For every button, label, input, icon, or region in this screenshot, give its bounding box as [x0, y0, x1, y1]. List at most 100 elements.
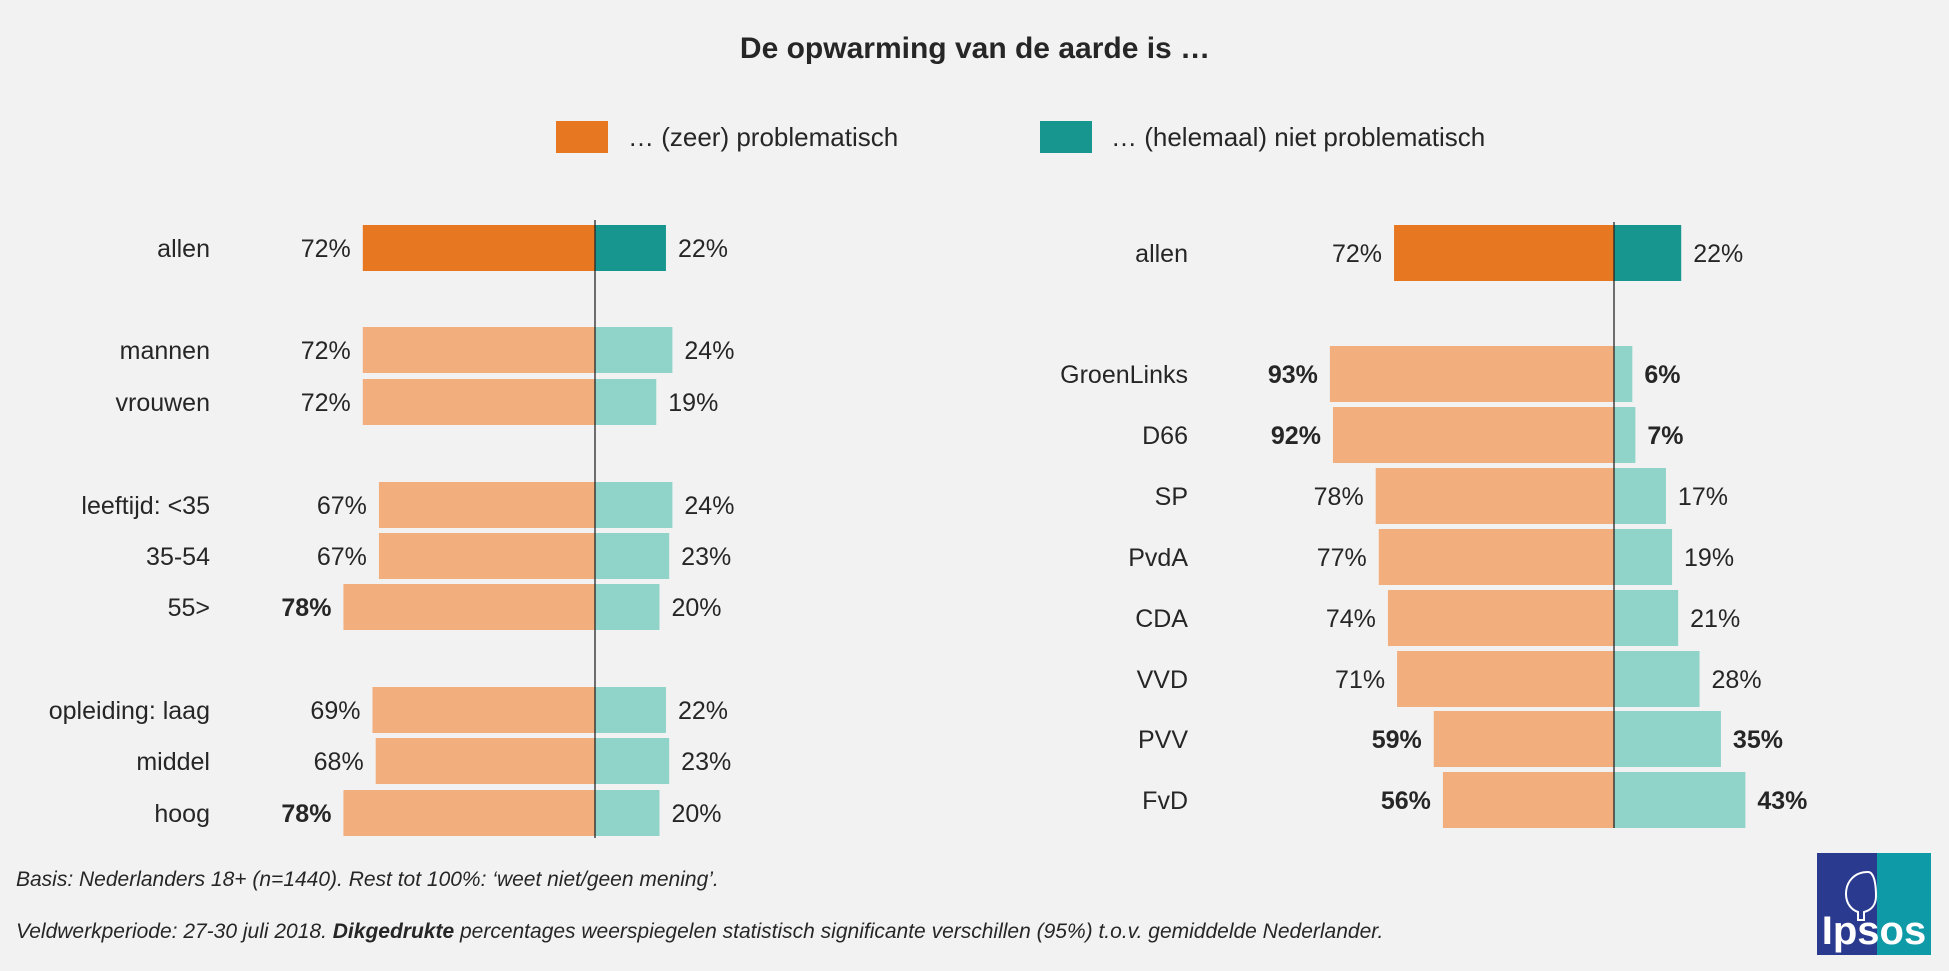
value-problematisch-opleiding-laag: 69%	[310, 697, 360, 725]
category-label-fvd: FvD	[1142, 787, 1188, 815]
bar-problematisch-pvda	[1378, 529, 1614, 585]
value-niet-problematisch-35-54: 23%	[681, 543, 731, 571]
value-problematisch-leeftijd-35: 67%	[317, 492, 367, 520]
bar-niet-problematisch-middel	[595, 738, 670, 784]
category-label-35-54: 35-54	[146, 543, 210, 571]
category-label-vrouwen: vrouwen	[116, 389, 211, 417]
category-label-pvv: PVV	[1138, 726, 1188, 754]
category-label-hoog: hoog	[154, 800, 210, 828]
bar-niet-problematisch-pvv	[1614, 711, 1721, 767]
bar-niet-problematisch-vvd	[1614, 651, 1700, 707]
bar-problematisch-middel	[375, 738, 595, 784]
value-problematisch-cda: 74%	[1326, 605, 1376, 633]
value-niet-problematisch-opleiding-laag: 22%	[678, 697, 728, 725]
footnote-veldwerk-bold: Dikgedrukte	[333, 920, 455, 943]
bar-niet-problematisch-fvd	[1614, 772, 1746, 828]
panel-partij: allen 72% 22% GroenLinks 93% 6% D66 92% 7% SP 78% 1…	[1060, 222, 1807, 828]
value-niet-problematisch-pvv: 35%	[1733, 726, 1783, 754]
value-niet-problematisch-fvd: 43%	[1757, 787, 1807, 815]
bar-problematisch-d66	[1332, 407, 1614, 463]
value-problematisch-vvd: 71%	[1335, 666, 1385, 694]
category-label-d66: D66	[1142, 422, 1188, 450]
bar-niet-problematisch-groenlinks	[1614, 346, 1633, 402]
value-problematisch-middel: 68%	[314, 748, 364, 776]
logo-text: Ipsos	[1822, 909, 1926, 953]
value-niet-problematisch-55: 20%	[672, 594, 722, 622]
value-niet-problematisch-mannen: 24%	[684, 337, 734, 365]
value-niet-problematisch-vrouwen: 19%	[668, 389, 718, 417]
bar-problematisch-sp	[1375, 468, 1614, 524]
category-label-opleiding-laag: opleiding: laag	[49, 697, 210, 725]
bar-problematisch-allen	[362, 225, 595, 271]
legend: … (zeer) problematisch … (helemaal) niet…	[556, 121, 1485, 153]
logo-head-icon	[1844, 870, 1878, 921]
chart-title: De opwarming van de aarde is …	[740, 32, 1210, 65]
bar-niet-problematisch-35-54	[595, 533, 670, 579]
bar-niet-problematisch-55	[595, 584, 660, 630]
value-problematisch-vrouwen: 72%	[301, 389, 351, 417]
footnote-veldwerk-post: percentages weerspiegelen statistisch si…	[454, 920, 1383, 943]
ipsos-logo: Ipsos	[1817, 853, 1931, 955]
category-label-pvda: PvdA	[1128, 544, 1188, 572]
value-problematisch-d66: 92%	[1271, 422, 1321, 450]
value-problematisch-pvv: 59%	[1372, 726, 1422, 754]
bar-niet-problematisch-mannen	[595, 327, 673, 373]
footnote-basis: Basis: Nederlanders 18+ (n=1440). Rest t…	[16, 868, 719, 891]
value-problematisch-mannen: 72%	[301, 337, 351, 365]
bar-niet-problematisch-allen	[1614, 225, 1682, 281]
value-niet-problematisch-sp: 17%	[1678, 483, 1728, 511]
value-niet-problematisch-middel: 23%	[681, 748, 731, 776]
bar-niet-problematisch-hoog	[595, 790, 660, 836]
value-problematisch-55: 78%	[281, 594, 331, 622]
bar-problematisch-mannen	[362, 327, 595, 373]
legend-swatch-niet-problematisch	[1040, 121, 1092, 153]
category-label-leeftijd-35: leeftijd: <35	[81, 492, 210, 520]
value-problematisch-hoog: 78%	[281, 800, 331, 828]
bar-niet-problematisch-opleiding-laag	[595, 687, 666, 733]
bar-problematisch-35-54	[378, 533, 595, 579]
value-niet-problematisch-pvda: 19%	[1684, 544, 1734, 572]
value-problematisch-fvd: 56%	[1381, 787, 1431, 815]
category-label-vvd: VVD	[1137, 666, 1188, 694]
footnote-veldwerk: Veldwerkperiode: 27-30 juli 2018. Dikged…	[16, 920, 1383, 943]
bar-problematisch-vrouwen	[362, 379, 595, 425]
category-label-sp: SP	[1155, 483, 1188, 511]
bar-problematisch-vvd	[1397, 651, 1614, 707]
category-label-groenlinks: GroenLinks	[1060, 361, 1188, 389]
value-problematisch-35-54: 67%	[317, 543, 367, 571]
category-label-mannen: mannen	[120, 337, 210, 365]
bar-problematisch-opleiding-laag	[372, 687, 595, 733]
value-niet-problematisch-groenlinks: 6%	[1644, 361, 1680, 389]
bar-problematisch-pvv	[1433, 711, 1614, 767]
legend-label-niet-problematisch: … (helemaal) niet problematisch	[1111, 122, 1485, 152]
value-problematisch-allen: 72%	[1332, 240, 1382, 268]
logo-block-left	[1817, 853, 1877, 955]
bar-problematisch-fvd	[1442, 772, 1614, 828]
bar-niet-problematisch-vrouwen	[595, 379, 657, 425]
footnote-veldwerk-pre: Veldwerkperiode: 27-30 juli 2018.	[16, 920, 333, 943]
value-niet-problematisch-cda: 21%	[1690, 605, 1740, 633]
bar-niet-problematisch-leeftijd-35	[595, 482, 673, 528]
value-problematisch-allen: 72%	[301, 235, 351, 263]
bar-problematisch-cda	[1387, 590, 1614, 646]
panel-demografie: allen 72% 22% mannen 72% 24% vrouwen 72% 19% leef…	[49, 220, 734, 838]
bar-problematisch-hoog	[343, 790, 595, 836]
category-label-allen: allen	[157, 235, 210, 263]
logo-block-right	[1877, 853, 1931, 955]
value-niet-problematisch-allen: 22%	[1693, 240, 1743, 268]
bar-problematisch-leeftijd-35	[378, 482, 595, 528]
bar-problematisch-55	[343, 584, 595, 630]
value-niet-problematisch-d66: 7%	[1647, 422, 1683, 450]
bar-niet-problematisch-cda	[1614, 590, 1679, 646]
bar-problematisch-groenlinks	[1329, 346, 1614, 402]
category-label-cda: CDA	[1135, 605, 1188, 633]
bar-niet-problematisch-sp	[1614, 468, 1666, 524]
value-niet-problematisch-allen: 22%	[678, 235, 728, 263]
value-niet-problematisch-vvd: 28%	[1712, 666, 1762, 694]
value-problematisch-sp: 78%	[1314, 483, 1364, 511]
category-label-allen: allen	[1135, 240, 1188, 268]
bar-niet-problematisch-allen	[595, 225, 666, 271]
value-niet-problematisch-leeftijd-35: 24%	[684, 492, 734, 520]
legend-label-problematisch: … (zeer) problematisch	[628, 122, 898, 152]
